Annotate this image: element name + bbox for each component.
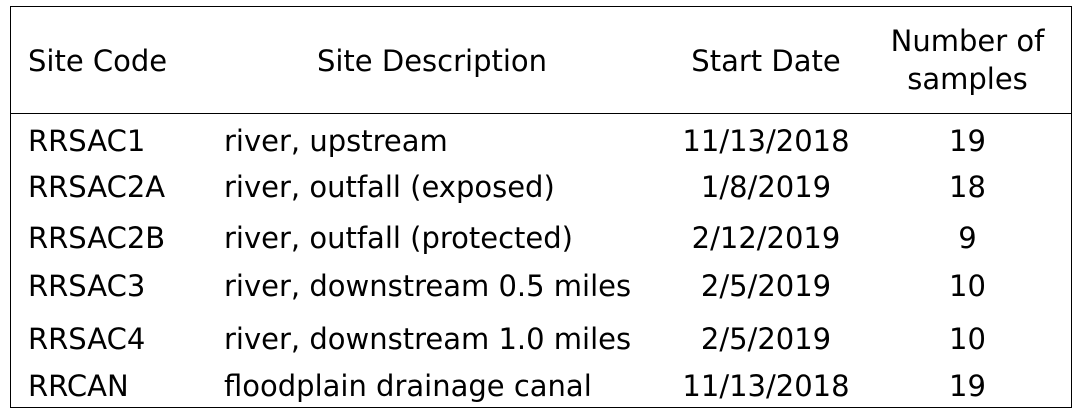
start-date-cell: 1/8/2019 xyxy=(700,170,832,204)
start-date-cell: 11/13/2018 xyxy=(682,124,850,158)
site-description-cell: floodplain drainage canal xyxy=(224,369,592,403)
site-code-cell: RRSAC4 xyxy=(28,322,146,356)
site-description-cell: river, upstream xyxy=(224,124,448,158)
header-number-of-samples: Number of samples xyxy=(890,24,1045,96)
site-code-cell: RRSAC2B xyxy=(28,221,166,255)
site-code-cell: RRSAC1 xyxy=(28,124,146,158)
samples-cell: 10 xyxy=(949,322,986,356)
header-divider xyxy=(10,113,1072,114)
samples-cell: 9 xyxy=(958,221,977,255)
samples-cell: 19 xyxy=(949,369,986,403)
samples-cell: 19 xyxy=(949,124,986,158)
site-code-cell: RRSAC3 xyxy=(28,269,146,303)
samples-cell: 18 xyxy=(949,170,986,204)
table-frame xyxy=(10,6,1072,408)
site-code-cell: RRSAC2A xyxy=(28,170,166,204)
header-site-code: Site Code xyxy=(28,44,168,78)
header-start-date: Start Date xyxy=(691,44,841,78)
site-description-cell: river, outfall (protected) xyxy=(224,221,573,255)
samples-cell: 10 xyxy=(949,269,986,303)
start-date-cell: 2/5/2019 xyxy=(700,322,832,356)
site-description-cell: river, downstream 0.5 miles xyxy=(224,269,632,303)
start-date-cell: 11/13/2018 xyxy=(682,369,850,403)
start-date-cell: 2/12/2019 xyxy=(691,221,841,255)
site-code-cell: RRCAN xyxy=(28,369,129,403)
start-date-cell: 2/5/2019 xyxy=(700,269,832,303)
site-description-cell: river, outfall (exposed) xyxy=(224,170,555,204)
header-site-description: Site Description xyxy=(316,44,548,78)
site-description-cell: river, downstream 1.0 miles xyxy=(224,322,632,356)
